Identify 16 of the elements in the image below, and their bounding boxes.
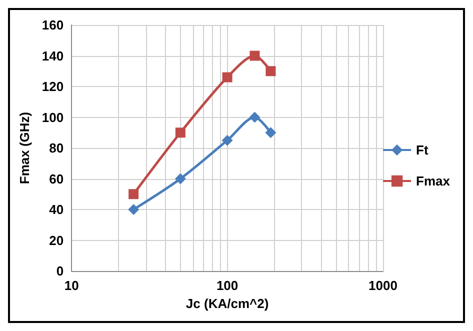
x-tick-label: 1000 — [368, 278, 398, 293]
y-tick-label: 120 — [42, 79, 64, 94]
y-tick-label: 80 — [49, 140, 64, 156]
legend-label: Ft — [416, 142, 429, 158]
y-tick-label: 0 — [56, 264, 64, 278]
y-tick-label: 100 — [42, 110, 64, 125]
x-axis-title: Jc (KA/cm^2) — [186, 296, 269, 311]
y-tick-label: 40 — [49, 202, 64, 217]
y-axis-title: Fmax (GHz) — [17, 112, 32, 184]
x-tick-label: 100 — [216, 278, 238, 293]
legend-label: Fmax — [416, 174, 451, 188]
y-tick-label: 140 — [42, 48, 64, 64]
y-tick-label: 60 — [49, 171, 64, 186]
y-tick-label: 20 — [49, 232, 64, 248]
y-tick-label: 160 — [42, 18, 64, 32]
x-tick-label: 10 — [64, 278, 79, 293]
